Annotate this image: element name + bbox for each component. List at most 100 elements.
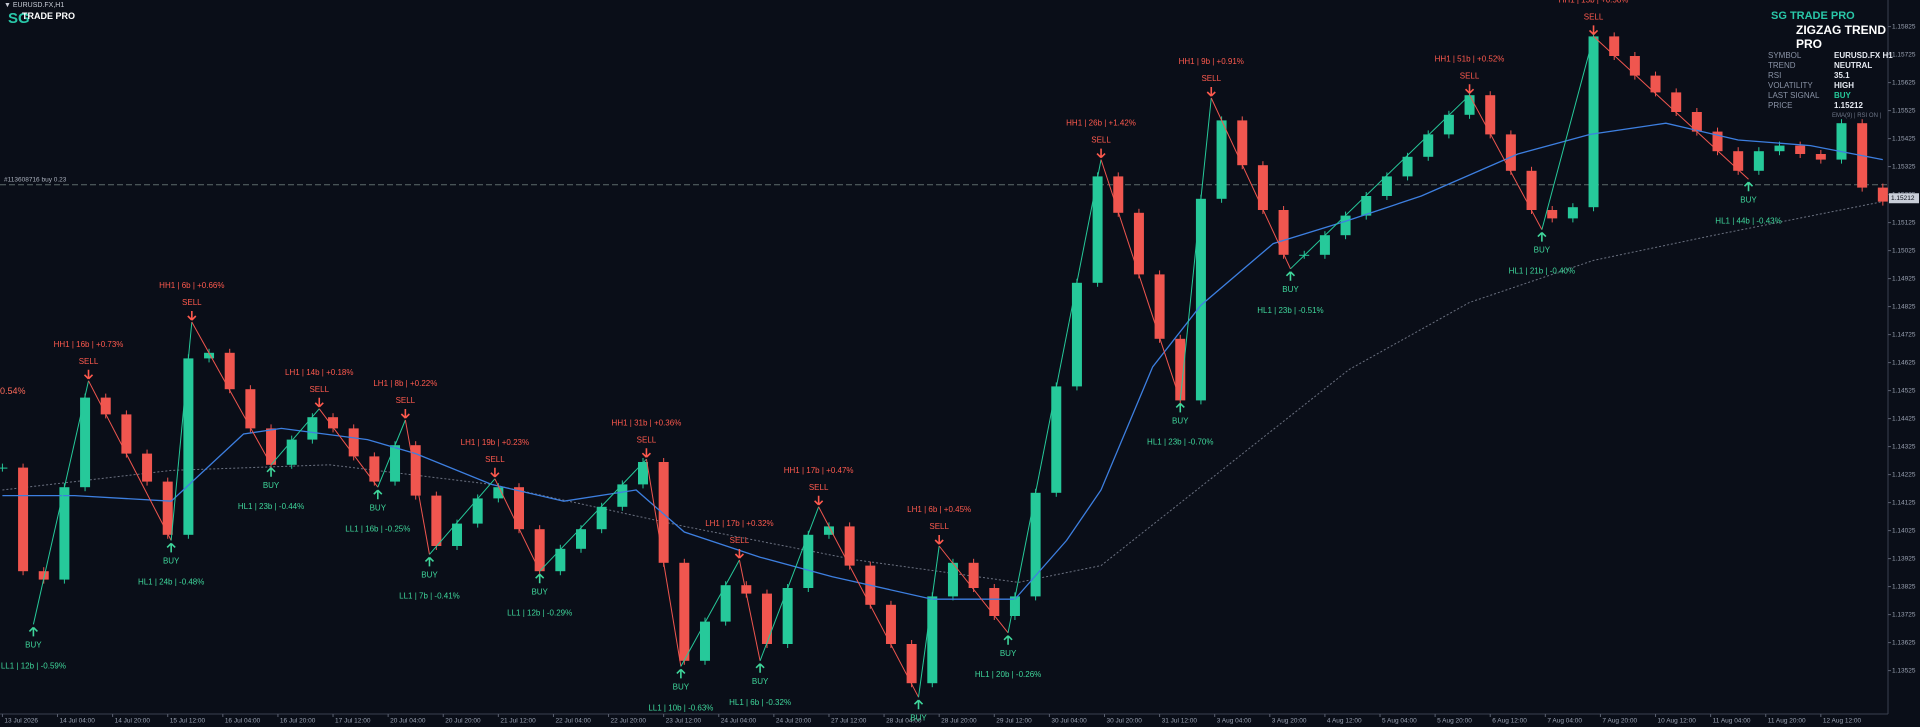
x-tick-label: 24 Jul 04:00 <box>721 718 757 725</box>
panel-row: SYMBOL EURUSD.FX H1 <box>1768 51 1912 61</box>
panel-value: EURUSD.FX H1 <box>1834 51 1893 60</box>
y-tick-label: 1.13525 <box>1892 667 1916 674</box>
y-tick-label: 1.14025 <box>1892 527 1916 534</box>
panel-footer: EMA(9) | RSI ON | <box>1832 113 1882 119</box>
y-tick-label: 1.14925 <box>1892 275 1916 282</box>
y-tick-label: 1.15625 <box>1892 79 1916 86</box>
zigzag-segment <box>270 408 320 466</box>
candle <box>1671 92 1682 112</box>
signal-text: BUY <box>1000 649 1017 658</box>
candle <box>1877 187 1888 202</box>
y-tick-label: 1.15025 <box>1892 247 1916 254</box>
candle <box>142 453 153 482</box>
y-tick-label: 1.14625 <box>1892 359 1916 366</box>
x-tick-label: 30 Jul 20:00 <box>1106 718 1142 725</box>
pivot-label: HH1 | 16b | +0.73% <box>54 340 124 349</box>
y-tick-label: 1.15125 <box>1892 219 1916 226</box>
sell-arrow <box>814 495 824 506</box>
x-tick-label: 5 Aug 20:00 <box>1437 718 1472 725</box>
candle <box>782 588 793 644</box>
x-tick-label: 30 Jul 04:00 <box>1051 718 1087 725</box>
signal-text: BUY <box>163 557 180 566</box>
candle <box>885 604 896 644</box>
pivot-label: HH1 | 6b | +0.66% <box>159 281 224 290</box>
buy-arrow <box>1175 402 1185 413</box>
candle <box>1030 492 1041 597</box>
x-tick-label: 31 Jul 12:00 <box>1162 718 1198 725</box>
price-tag <box>1889 193 1919 204</box>
candle <box>1567 207 1578 219</box>
y-tick-label: 1.13725 <box>1892 611 1916 618</box>
candle <box>1175 338 1186 401</box>
pivot-label: LL1 | 12b | -0.29% <box>507 608 572 617</box>
cut-annotation: 0.54% <box>0 386 26 396</box>
x-tick-label: 17 Jul 12:00 <box>335 718 371 725</box>
buy-arrow <box>676 668 686 679</box>
signal-text: BUY <box>25 641 42 650</box>
panel-key: PRICE <box>1768 101 1793 110</box>
candle <box>38 571 49 580</box>
zigzag-segment <box>494 478 541 572</box>
logo: SG <box>8 10 30 27</box>
candle <box>514 487 525 530</box>
zigzag-segment <box>918 545 940 698</box>
panel-row: PRICE 1.15212 <box>1768 101 1912 111</box>
candle <box>1423 134 1434 157</box>
candle <box>576 529 587 549</box>
sell-arrow <box>1206 87 1216 97</box>
signal-text: SELL <box>1460 71 1480 80</box>
zigzag-segment <box>404 419 430 555</box>
candle <box>741 585 752 594</box>
candle <box>369 456 380 482</box>
pivot-label: HL1 | 24b | -0.48% <box>138 578 204 587</box>
zigzag-segment <box>1100 159 1181 401</box>
pivot-label: HL1 | 23b | -0.51% <box>1257 306 1323 315</box>
candle <box>617 484 628 507</box>
candle <box>18 467 29 572</box>
zigzag-segment <box>170 321 193 541</box>
candle <box>266 428 277 465</box>
y-tick-label: 1.15325 <box>1892 163 1916 170</box>
candle <box>1836 123 1847 160</box>
y-tick-label: 1.14425 <box>1892 415 1916 422</box>
x-tick-label: 24 Jul 20:00 <box>776 718 812 725</box>
panel-row: VOLATILITY HIGH <box>1768 81 1912 91</box>
candle <box>1319 235 1330 255</box>
candle <box>761 593 772 644</box>
panel-value: 35.1 <box>1834 71 1850 80</box>
candle <box>1257 165 1268 210</box>
buy-arrow <box>1285 271 1296 281</box>
panel-key: SYMBOL <box>1768 51 1802 60</box>
candle <box>844 526 855 566</box>
x-tick-label: 7 Aug 20:00 <box>1602 718 1637 725</box>
candle <box>183 358 194 535</box>
zigzag-segment <box>759 506 820 661</box>
signal-text: SELL <box>309 385 329 394</box>
candle <box>1195 198 1206 401</box>
symbol-header: ▼ EURUSD.FX,H1 <box>4 2 65 9</box>
pivot-label: HL1 | 20b | -0.26% <box>975 670 1041 679</box>
sell-arrow <box>1464 84 1475 94</box>
signal-text: SELL <box>929 522 949 531</box>
zigzag-segment <box>938 545 1009 634</box>
signal-text: SELL <box>637 435 657 444</box>
pivot-label: HH1 | 31b | +0.36% <box>612 418 682 427</box>
signal-text: SELL <box>1091 136 1111 145</box>
candle <box>1526 170 1537 210</box>
y-tick-label: 1.14525 <box>1892 387 1916 394</box>
slow-ma-line <box>2 201 1883 583</box>
pivot-label: HL1 | 23b | -0.70% <box>1147 438 1213 447</box>
buy-arrow <box>1743 181 1754 192</box>
candle <box>1629 56 1640 76</box>
candle <box>1464 95 1475 115</box>
x-tick-label: 27 Jul 12:00 <box>831 718 867 725</box>
candle <box>699 621 710 661</box>
candle <box>1753 151 1764 171</box>
buy-arrow <box>266 467 276 477</box>
candle <box>1774 145 1785 152</box>
candle <box>59 487 70 580</box>
pivot-label: LH1 | 6b | +0.45% <box>907 505 971 514</box>
zigzag-segment <box>738 559 761 661</box>
candle <box>431 495 442 546</box>
candle <box>658 462 669 563</box>
